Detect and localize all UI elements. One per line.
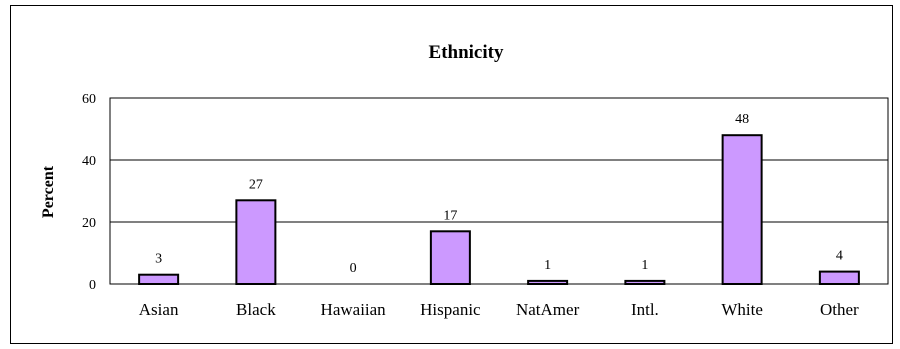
bar-black xyxy=(235,199,277,285)
chart-title: Ethnicity xyxy=(429,42,504,63)
category-label: Black xyxy=(236,300,276,319)
data-label: 1 xyxy=(544,258,551,273)
y-tick-label: 60 xyxy=(82,92,96,107)
bars xyxy=(138,134,860,286)
data-label: 17 xyxy=(443,208,457,223)
category-labels: Asian Black Hawaiian Hispanic NatAmer Intl. Wh… xyxy=(139,300,859,319)
data-label: 3 xyxy=(155,252,162,267)
y-axis-label: Percent xyxy=(40,165,57,218)
y-tick-label: 0 xyxy=(89,278,96,293)
gridlines xyxy=(110,159,888,223)
data-label: 48 xyxy=(735,112,749,127)
data-label: 0 xyxy=(350,261,357,276)
data-labels: 3 27 0 17 1 1 48 4 xyxy=(155,112,843,276)
category-label: White xyxy=(721,300,763,319)
category-label: Asian xyxy=(139,300,179,319)
data-label: 4 xyxy=(836,249,843,264)
category-label: Intl. xyxy=(631,300,659,319)
data-label: 1 xyxy=(641,258,648,273)
category-label: Other xyxy=(820,300,859,319)
bar-asian xyxy=(138,273,180,286)
bar-hispanic xyxy=(429,230,471,286)
plot-area-border xyxy=(109,97,889,285)
y-tick-labels: 0 20 40 60 xyxy=(82,92,96,293)
data-label: 27 xyxy=(249,177,263,192)
category-label: Hispanic xyxy=(420,300,481,319)
category-label: Hawaiian xyxy=(321,300,387,319)
category-label: NatAmer xyxy=(516,300,580,319)
bar-white xyxy=(721,134,763,285)
bar-other xyxy=(818,270,860,286)
y-tick-label: 20 xyxy=(82,216,96,231)
y-tick-label: 40 xyxy=(82,154,96,169)
